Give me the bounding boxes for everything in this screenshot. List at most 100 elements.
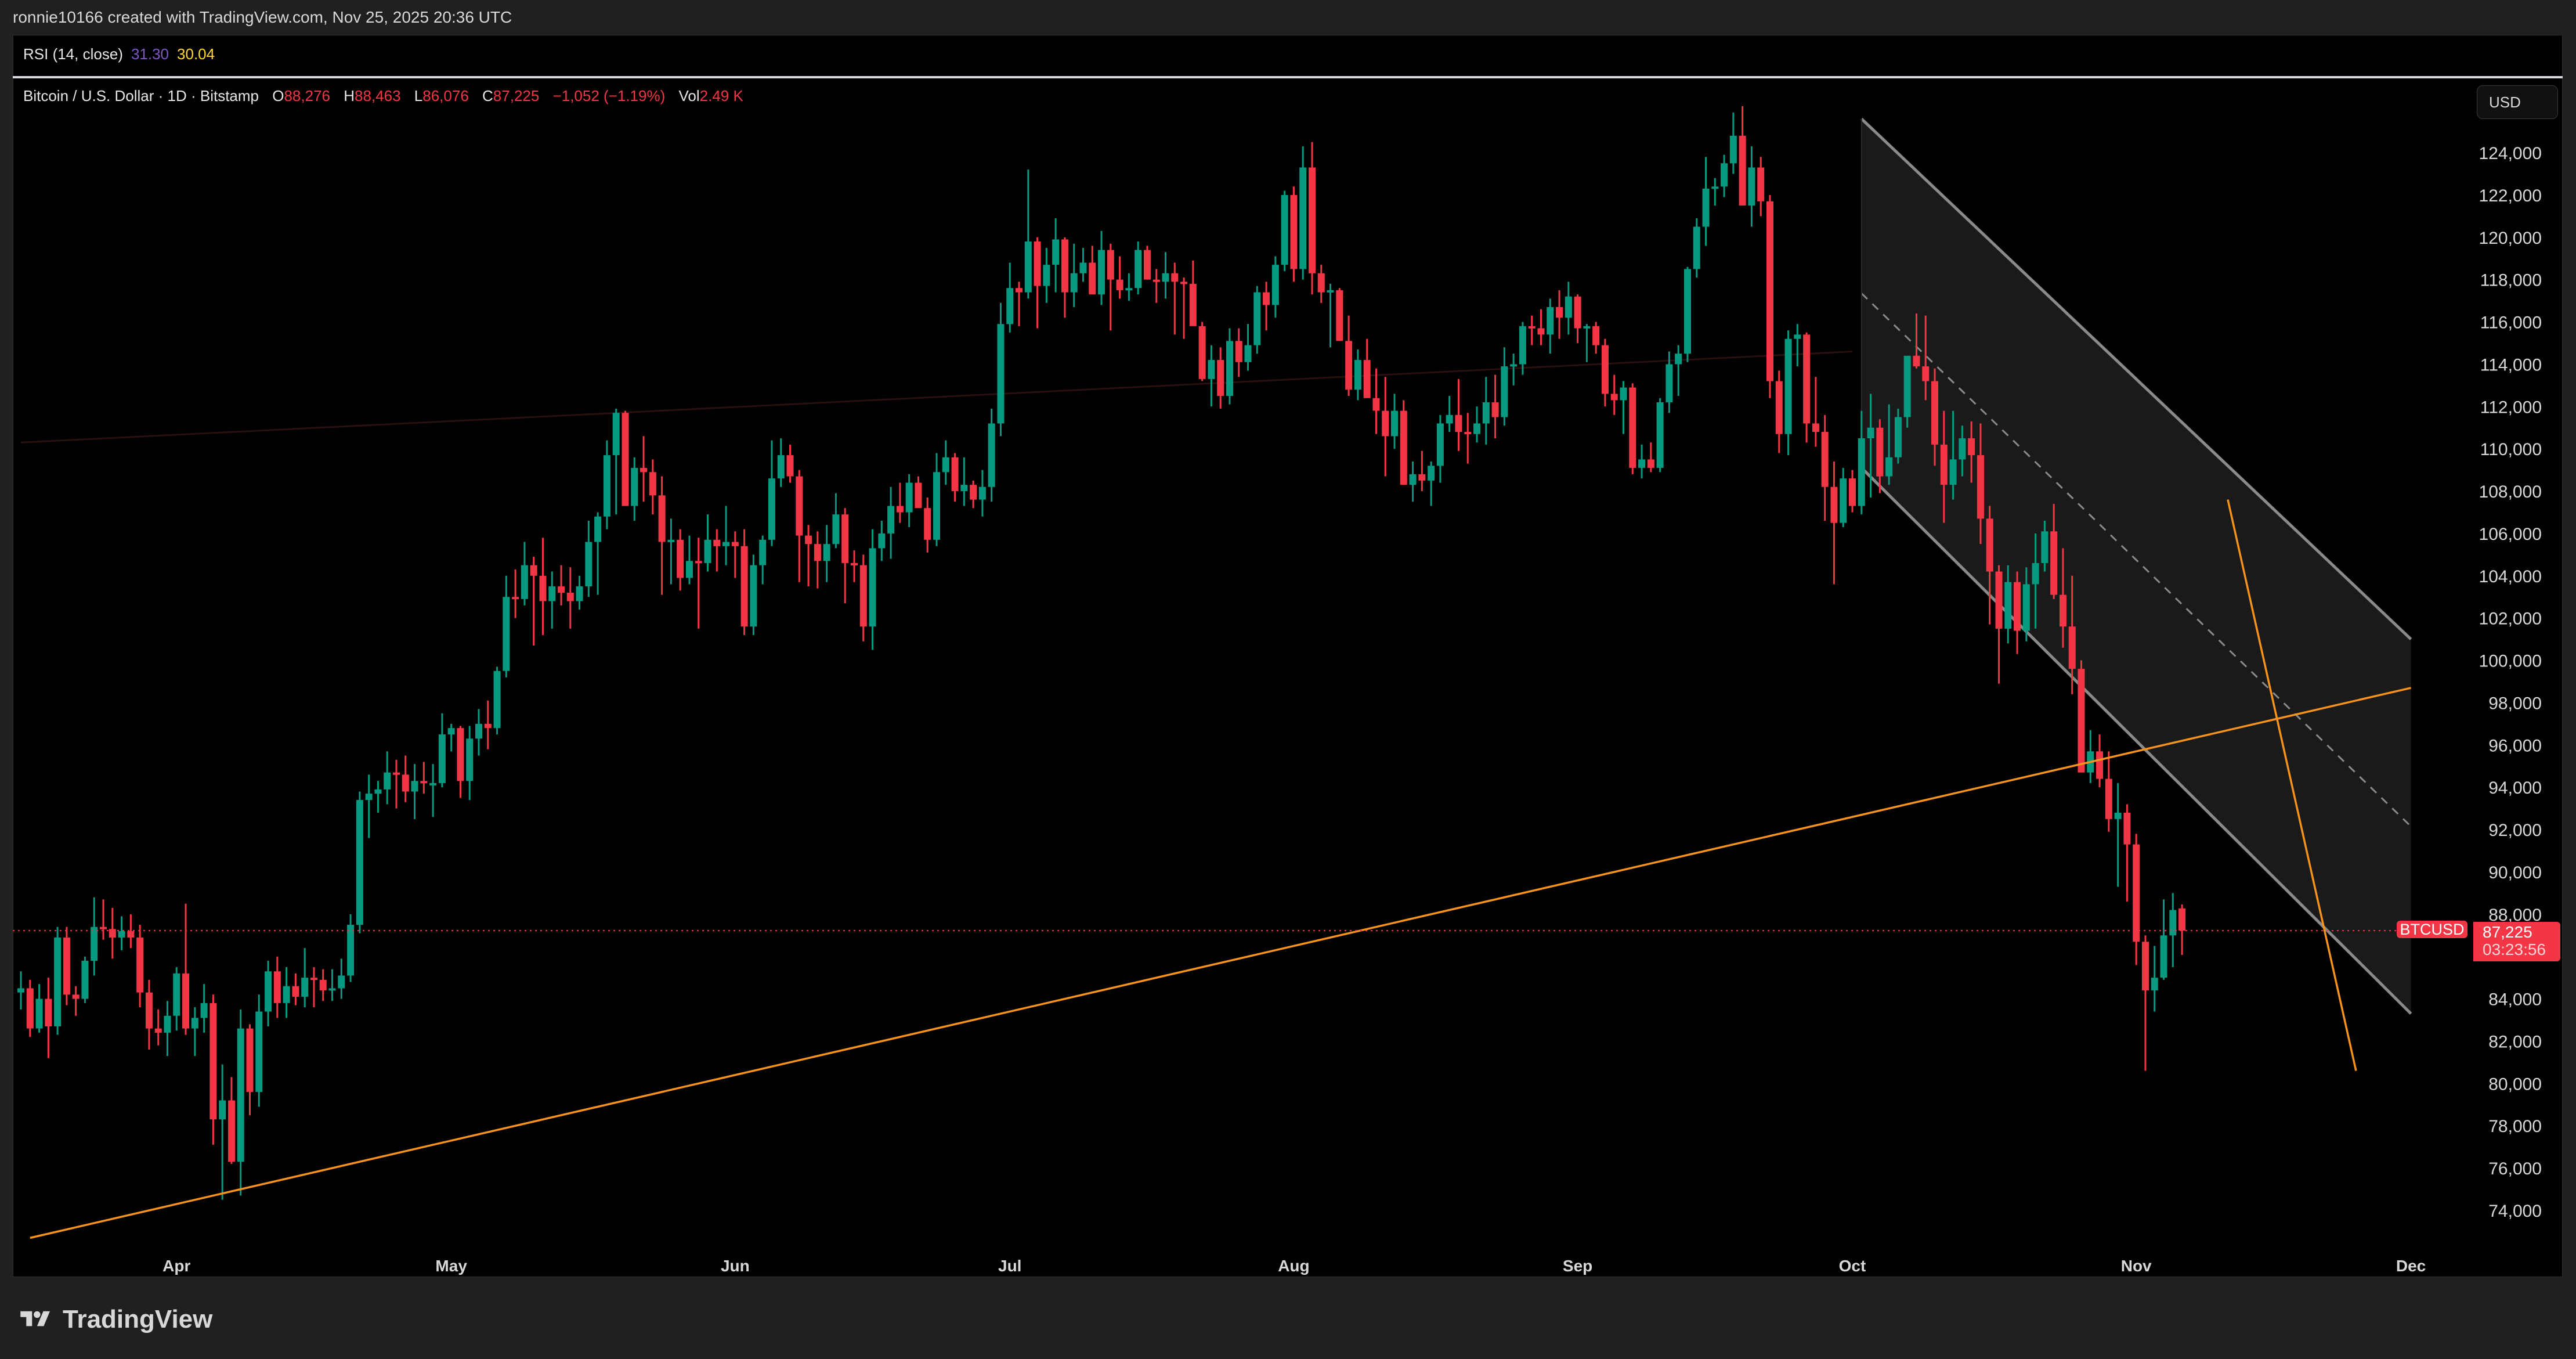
candle-body: [503, 597, 510, 671]
candle-body: [1079, 262, 1087, 273]
candle-body: [1940, 444, 1948, 485]
faint-trendline[interactable]: [20, 351, 1853, 444]
candle-body: [558, 586, 565, 593]
candle-body: [1867, 427, 1874, 438]
month-tick: Aug: [1278, 1257, 1309, 1275]
candle-body: [1189, 283, 1197, 326]
channel-midline: [1860, 293, 2412, 827]
symbol-price-label: BTCUSD: [2397, 921, 2467, 938]
candle-body: [1052, 239, 1060, 265]
candle-body: [1721, 163, 1728, 187]
candle-body: [1876, 427, 1884, 477]
candle-body: [1089, 262, 1096, 295]
currency-button[interactable]: USD: [2477, 85, 2558, 119]
candle-body: [1583, 326, 1591, 329]
candle-body: [1849, 478, 1856, 506]
candle-body: [1821, 432, 1829, 487]
candle-body: [1409, 474, 1417, 485]
candle-body: [127, 931, 135, 938]
candle-body: [1629, 387, 1636, 468]
candle-body: [786, 455, 794, 477]
month-tick: Sep: [1563, 1257, 1592, 1275]
orange-trendline-1[interactable]: [2227, 499, 2357, 1071]
candle-body: [1253, 292, 1261, 345]
candle-body: [1711, 186, 1719, 189]
tradingview-logo[interactable]: TradingView: [15, 1305, 212, 1334]
last-price-value: 87,225: [2483, 923, 2532, 941]
channel-bottom[interactable]: [1860, 467, 2412, 1015]
last-price-label: 87,225 03:23:56: [2473, 922, 2560, 961]
rsi-pane: RSI (14, close) 31.30 30.04: [13, 35, 2563, 77]
candle-body: [603, 455, 610, 517]
price-tick: 104,000: [2479, 567, 2542, 586]
candle-body: [2114, 812, 2122, 819]
close-value: 87,225: [493, 87, 540, 104]
month-tick: Jul: [998, 1257, 1021, 1275]
candle-body: [1858, 438, 1865, 506]
symbol-legend[interactable]: Bitcoin / U.S. Dollar · 1D · Bitstamp O8…: [23, 87, 743, 105]
candle-body: [484, 723, 492, 729]
price-tick: 120,000: [2479, 229, 2542, 248]
candle-body: [2141, 942, 2149, 991]
channel-top[interactable]: [1860, 117, 2412, 640]
rsi-legend[interactable]: RSI (14, close) 31.30 30.04: [23, 45, 215, 63]
month-tick: Nov: [2121, 1257, 2152, 1275]
candle-body: [1263, 292, 1270, 305]
candle-body: [1098, 250, 1105, 295]
candle-body: [1226, 341, 1233, 396]
candle-body: [292, 986, 299, 997]
candle-body: [1528, 326, 1536, 329]
candle-body: [859, 565, 867, 627]
tradingview-brand: TradingView: [63, 1305, 213, 1333]
candle-body: [685, 561, 693, 578]
candle-body: [841, 514, 849, 563]
candle-body: [924, 508, 931, 540]
price-tick: 100,000: [2479, 652, 2542, 671]
time-axis[interactable]: Apr May Jun Jul Aug Sep Oct Nov Dec: [162, 1257, 2426, 1275]
candle-body: [1016, 288, 1023, 293]
candle-body: [796, 476, 803, 536]
candle-body: [1208, 360, 1215, 379]
candle-body: [1217, 360, 1224, 396]
candle-body: [1519, 326, 1526, 365]
candle-body: [1922, 366, 1930, 381]
candle-body: [1125, 288, 1133, 291]
candle-body: [2123, 812, 2131, 845]
candle-body: [740, 546, 748, 627]
candle-body: [1683, 269, 1691, 354]
candle-body: [832, 514, 840, 545]
candle-body: [374, 789, 382, 794]
candle-body: [530, 565, 537, 576]
candle-body: [1959, 438, 1966, 460]
candle-body: [1739, 135, 1746, 206]
price-axis[interactable]: 74,000 76,000 78,000 80,000 82,000 84,000 88,0…: [2479, 144, 2542, 1221]
candle-body: [933, 472, 940, 540]
candle-body: [1729, 135, 1737, 164]
candle-body: [1574, 296, 1581, 329]
candle-body: [1418, 474, 1426, 481]
candle-body: [1665, 364, 1673, 402]
price-tick: 82,000: [2488, 1032, 2542, 1051]
high-value: 88,463: [355, 87, 401, 104]
candle-body: [81, 961, 89, 999]
candle-body: [942, 457, 949, 473]
candle-body: [1766, 201, 1773, 381]
candle-body: [713, 539, 721, 546]
symbol-title: Bitcoin / U.S. Dollar · 1D · Bitstamp: [23, 87, 259, 104]
price-tick: 118,000: [2480, 271, 2542, 290]
candle-body: [420, 781, 428, 784]
month-tick: Apr: [162, 1257, 190, 1275]
pane-separator[interactable]: [13, 76, 2563, 78]
orange-trendline-0[interactable]: [30, 687, 2411, 1239]
candle-body: [328, 988, 336, 991]
candle-body: [2041, 531, 2048, 563]
candle-body: [1244, 345, 1252, 362]
price-tick: 80,000: [2488, 1075, 2542, 1094]
candle-body: [2096, 751, 2104, 779]
candle-body: [1647, 459, 1654, 468]
price-tick: 94,000: [2488, 778, 2542, 798]
candle-body: [512, 597, 519, 600]
candle-body: [1482, 402, 1490, 424]
candle-body: [1830, 486, 1838, 523]
